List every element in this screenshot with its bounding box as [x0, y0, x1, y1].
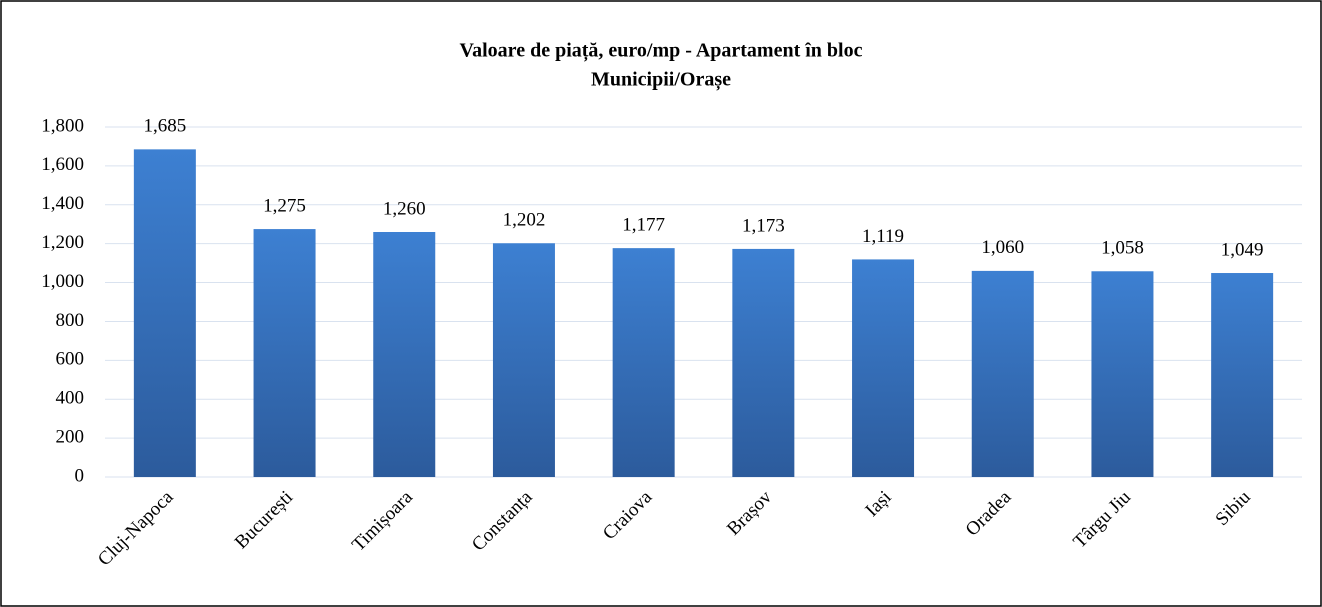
bar [852, 259, 915, 477]
bar [253, 229, 316, 477]
bar [1211, 273, 1274, 477]
value-label: 1,060 [981, 237, 1024, 258]
y-tick-label: 1,200 [41, 232, 84, 253]
y-tick-label: 400 [56, 388, 85, 409]
y-tick-label: 1,600 [41, 154, 84, 175]
value-label: 1,173 [742, 215, 785, 236]
bar [612, 248, 675, 477]
bar [133, 149, 196, 477]
value-label: 1,119 [862, 226, 904, 247]
y-tick-label: 200 [56, 426, 85, 447]
y-tick-label: 1,000 [41, 271, 84, 292]
value-label: 1,058 [1101, 238, 1144, 259]
bar [971, 270, 1034, 477]
y-tick-label: 1,800 [41, 115, 84, 136]
bar [732, 248, 795, 477]
value-label: 1,260 [383, 198, 426, 219]
bar [492, 243, 555, 477]
y-tick-label: 800 [56, 310, 85, 331]
value-label: 1,177 [622, 214, 665, 235]
y-tick-label: 0 [75, 465, 85, 486]
chart-title: Valoare de piață, euro/mp - Apartament î… [460, 40, 863, 63]
bar [1091, 271, 1154, 477]
value-label: 1,202 [503, 210, 546, 231]
bar [373, 232, 436, 477]
value-label: 1,685 [143, 116, 186, 137]
chart-subtitle: Municipii/Orașe [591, 69, 731, 92]
value-label: 1,049 [1221, 239, 1264, 260]
y-tick-label: 600 [56, 349, 85, 370]
value-label: 1,275 [263, 195, 306, 216]
y-tick-label: 1,400 [41, 193, 84, 214]
